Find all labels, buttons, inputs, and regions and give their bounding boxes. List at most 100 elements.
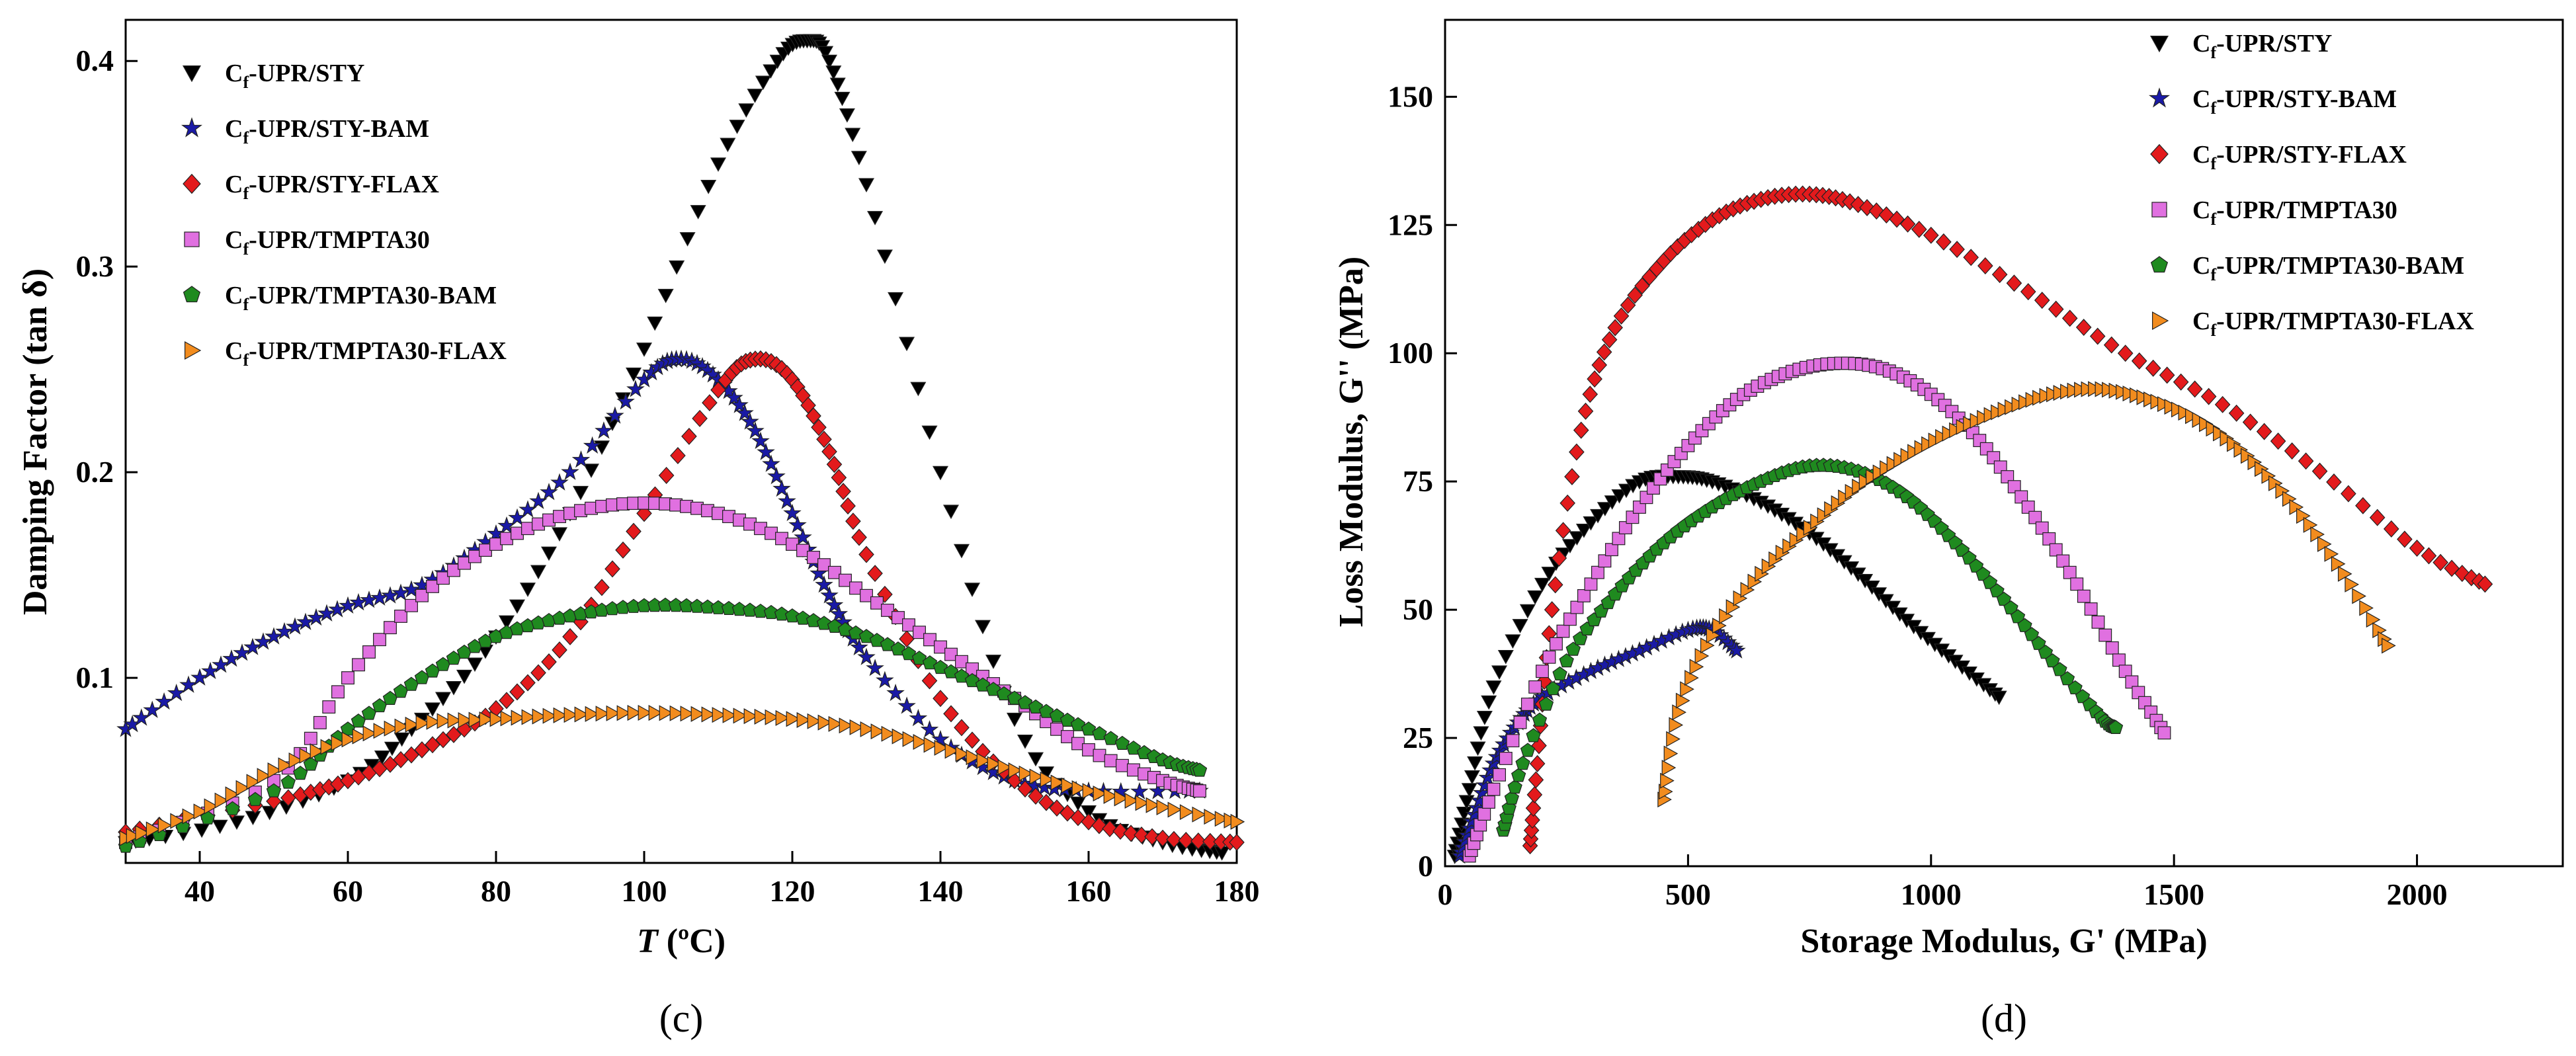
data-point <box>806 613 821 628</box>
data-point <box>700 180 717 194</box>
data-point <box>1485 680 1502 695</box>
data-point <box>2444 559 2460 577</box>
data-point <box>1620 296 1636 314</box>
data-point <box>892 728 907 745</box>
data-point <box>710 381 726 399</box>
data-point <box>2001 470 2015 483</box>
data-point <box>426 579 439 593</box>
data-point <box>135 825 150 841</box>
data-point <box>767 467 786 485</box>
data-point <box>2075 319 2092 337</box>
data-point <box>1476 710 1493 725</box>
data-point <box>182 808 197 825</box>
data-point <box>435 731 451 749</box>
data-point <box>783 503 802 522</box>
data-point <box>1547 576 1563 594</box>
data-point <box>2059 670 2075 686</box>
data-point <box>1114 790 1129 807</box>
data-point <box>953 544 970 559</box>
data-point <box>1017 734 1034 749</box>
data-point <box>562 628 578 645</box>
data-point <box>987 756 1002 772</box>
data-point <box>331 735 346 751</box>
data-point <box>763 604 779 620</box>
data-point <box>405 598 418 612</box>
data-point <box>532 708 547 725</box>
data-point <box>1029 768 1044 785</box>
data-point <box>817 714 833 731</box>
y-tick-label: 150 <box>1388 79 1433 113</box>
data-point <box>2421 547 2437 565</box>
data-point <box>1069 796 1087 811</box>
data-point <box>2359 600 2374 616</box>
data-point <box>1473 726 1489 741</box>
data-point <box>402 580 421 598</box>
data-point <box>2063 565 2077 579</box>
data-point <box>267 762 282 779</box>
data-point <box>278 757 293 774</box>
data-point <box>1507 779 1522 794</box>
data-point <box>1550 637 1563 651</box>
data-point <box>944 647 958 661</box>
data-point <box>1144 828 1160 846</box>
data-point <box>2061 309 2078 327</box>
data-point <box>1135 795 1150 811</box>
data-point <box>222 649 241 667</box>
data-point <box>1590 508 1606 524</box>
data-point <box>1911 220 1927 238</box>
data-point <box>1584 577 1598 591</box>
x-tick-label: 80 <box>481 874 511 908</box>
data-point <box>754 708 769 725</box>
data-point <box>194 823 210 838</box>
data-point <box>636 343 653 357</box>
data-point <box>2089 327 2106 345</box>
data-point <box>585 706 600 722</box>
data-point <box>1491 665 1508 680</box>
data-point <box>2355 497 2371 514</box>
data-point <box>530 565 547 580</box>
data-point <box>509 683 525 701</box>
data-point <box>974 620 991 635</box>
data-point <box>817 46 834 61</box>
data-point <box>702 394 718 412</box>
data-point <box>352 658 365 672</box>
data-point <box>1204 809 1219 825</box>
data-point <box>414 741 430 758</box>
data-point <box>1497 649 1514 665</box>
y-tick-label: 0.3 <box>76 249 114 283</box>
data-point <box>625 367 642 382</box>
data-point <box>774 606 790 621</box>
data-point <box>1601 331 1618 348</box>
data-point <box>2289 499 2304 515</box>
data-point <box>245 811 261 826</box>
data-point <box>1532 712 1548 727</box>
data-point <box>304 731 317 745</box>
data-point <box>1607 319 1623 337</box>
data-point <box>1515 756 1530 770</box>
data-point <box>627 705 642 721</box>
data-point <box>1512 619 1528 633</box>
data-point <box>839 108 855 123</box>
data-point <box>2007 480 2021 494</box>
data-point <box>858 546 874 563</box>
data-point <box>899 630 915 648</box>
panel-label-d: (d) <box>1981 996 2027 1040</box>
data-point <box>615 541 631 559</box>
legend-label: Cf-UPR/STY-FLAX <box>225 171 439 203</box>
data-point <box>876 249 893 264</box>
data-point <box>1092 726 1107 741</box>
data-point <box>446 725 462 743</box>
data-point <box>997 759 1013 776</box>
data-point <box>373 633 386 647</box>
data-point <box>1513 715 1527 729</box>
data-point <box>247 792 263 806</box>
data-point <box>1561 539 1578 553</box>
data-point <box>934 739 949 756</box>
data-point <box>436 713 452 729</box>
data-point <box>299 747 314 764</box>
x-tick-label: 120 <box>770 874 815 908</box>
data-point <box>328 600 347 618</box>
data-point <box>1552 666 1567 681</box>
data-point <box>447 712 462 729</box>
data-point <box>1733 590 1748 606</box>
